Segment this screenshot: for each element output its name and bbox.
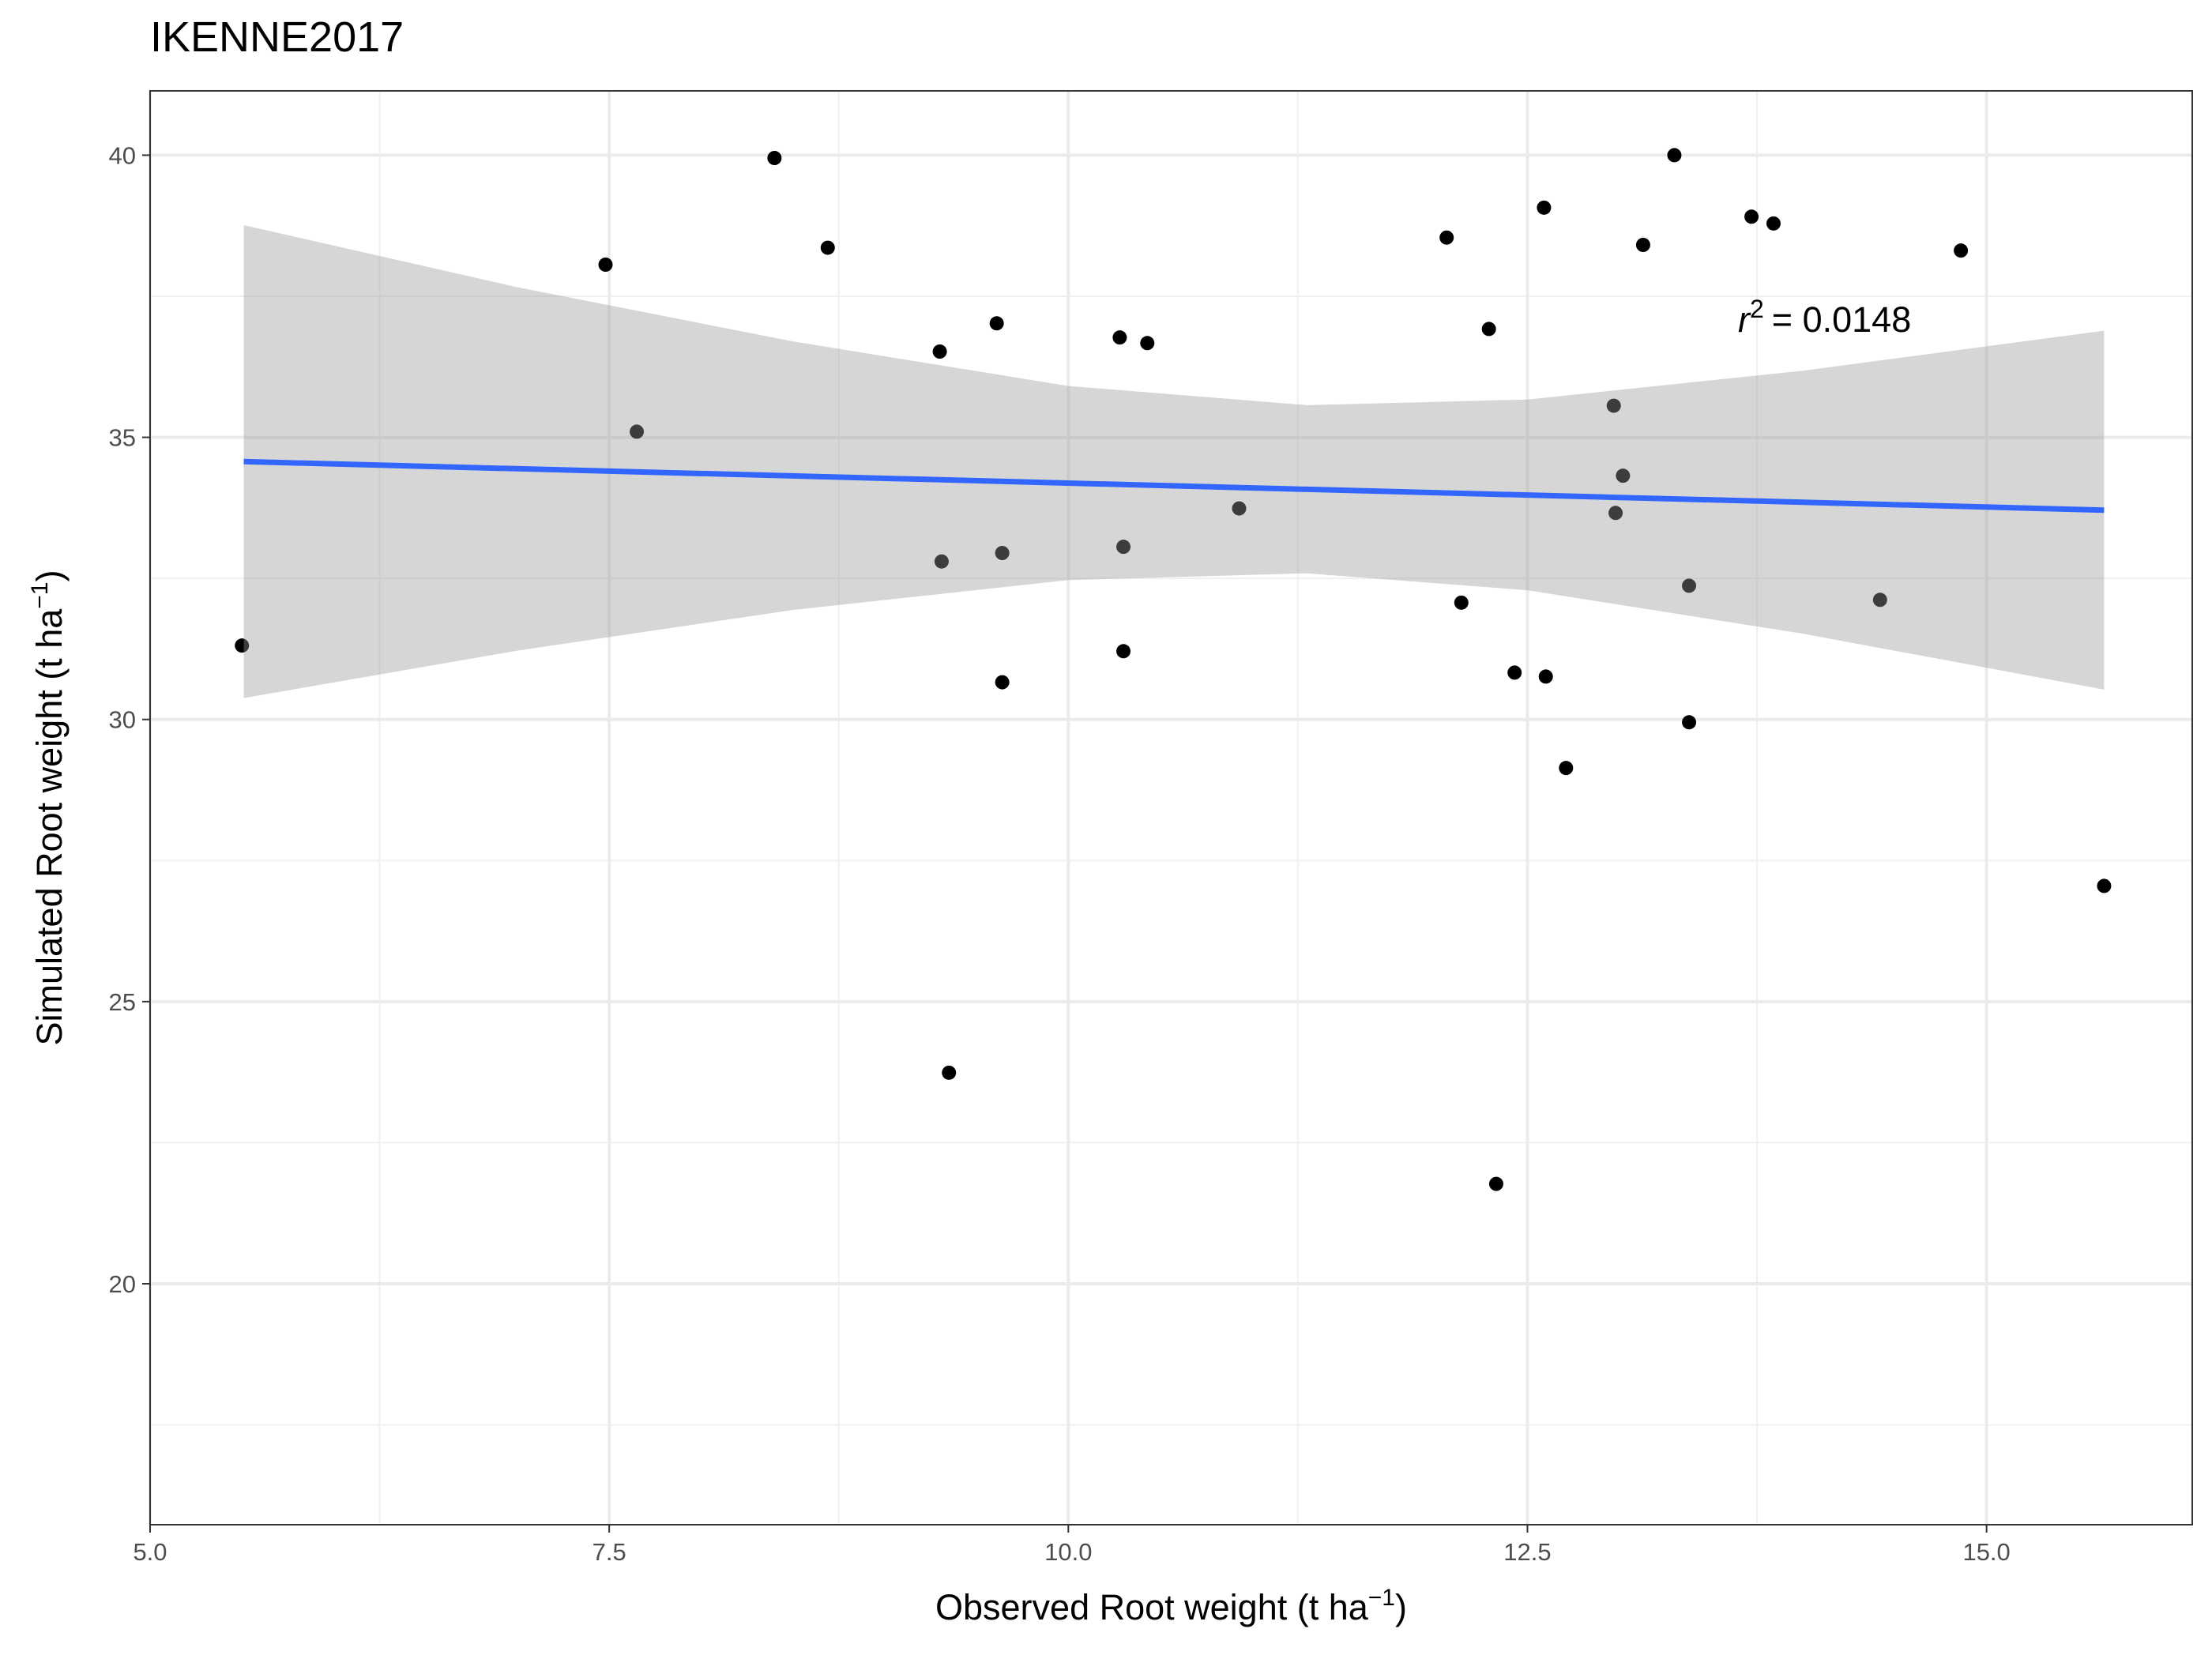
panel-border [149, 90, 2193, 1525]
axis-label-close: ) [1395, 1587, 1407, 1627]
x-tick-label: 10.0 [1044, 1538, 1092, 1566]
confidence-band [243, 225, 2105, 698]
point [820, 240, 835, 255]
point [1116, 540, 1131, 555]
point [1559, 761, 1574, 776]
y-tick-label: 40 [109, 141, 136, 169]
x-tick-label: 7.5 [592, 1538, 626, 1566]
axis-label-exponent: −1 [1368, 1585, 1395, 1611]
point [989, 316, 1004, 331]
point [1744, 209, 1759, 224]
point [2097, 878, 2112, 893]
point [1667, 148, 1682, 163]
point [1232, 501, 1247, 516]
axis-label-exponent: −1 [27, 581, 53, 608]
annotation: r2 = 0.0148 [1738, 295, 1911, 340]
point [235, 638, 250, 653]
x-tick-label: 5.0 [133, 1538, 167, 1566]
point [1608, 506, 1623, 521]
point [767, 151, 782, 165]
point [1507, 665, 1522, 680]
y-tick-label: 35 [109, 424, 136, 452]
y-tick-label: 20 [109, 1270, 136, 1298]
x-tick-label: 15.0 [1962, 1538, 2010, 1566]
point [1682, 578, 1697, 593]
point [1481, 322, 1496, 337]
point [932, 344, 947, 359]
point [1537, 200, 1552, 215]
y-tick-label: 30 [109, 706, 136, 734]
chart-title: IKENNE2017 [150, 13, 404, 61]
point [1635, 238, 1650, 252]
point [630, 424, 645, 439]
point [1538, 669, 1553, 684]
point [1112, 330, 1127, 345]
axis-label-text: Observed Root weight (t ha [935, 1587, 1369, 1627]
point [942, 1065, 957, 1080]
point [1682, 715, 1697, 730]
point [1439, 230, 1454, 245]
axis-label-text: Simulated Root weight (t ha [29, 608, 70, 1046]
y-label: Simulated Root weight (t ha−1) [27, 570, 70, 1045]
annotation-text: = 0.0148 [1772, 299, 1911, 340]
point [1606, 398, 1621, 413]
point [934, 554, 949, 569]
point [1872, 592, 1887, 608]
point [995, 675, 1010, 690]
point [598, 258, 613, 272]
axis-label-close: ) [29, 570, 70, 581]
point [1954, 243, 1969, 258]
annotation-exponent: 2 [1750, 295, 1764, 323]
point [1454, 595, 1469, 610]
y-tick-label: 25 [109, 988, 136, 1016]
x-label: Observed Root weight (t ha−1) [935, 1585, 1407, 1627]
point [1116, 644, 1131, 659]
annotation-variable: r [1738, 299, 1751, 340]
point [1766, 216, 1781, 231]
fit-line [243, 458, 2105, 514]
point [1140, 336, 1155, 351]
point [995, 546, 1010, 560]
point [1616, 468, 1631, 483]
point [1488, 1176, 1503, 1191]
x-tick-label: 12.5 [1503, 1538, 1551, 1566]
